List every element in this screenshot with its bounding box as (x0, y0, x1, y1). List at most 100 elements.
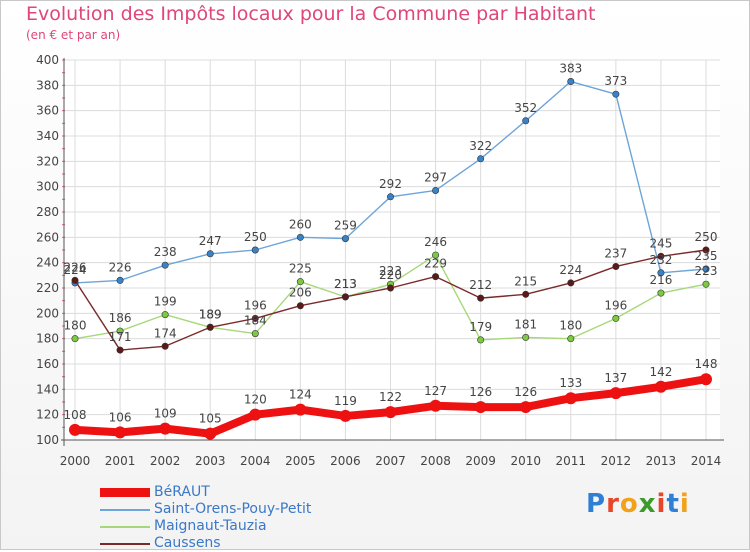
data-point (657, 269, 665, 277)
data-point (564, 392, 577, 405)
data-point (206, 250, 214, 258)
data-label: 223 (695, 264, 718, 278)
data-label: 224 (559, 263, 582, 277)
plot-area (64, 60, 720, 440)
data-label: 189 (199, 307, 222, 321)
data-label: 383 (559, 62, 582, 76)
y-tick-label: 300 (36, 180, 59, 194)
data-label: 180 (64, 319, 87, 333)
data-point (429, 399, 442, 412)
data-label: 133 (559, 376, 582, 390)
chart-subtitle: (en € et par an) (26, 28, 121, 42)
x-tick-label: 2004 (240, 454, 271, 468)
chart-legend: BéRAUT Saint-Orens-Pouy-Petit Maignaut-Tau… (100, 484, 311, 552)
y-tick-label: 140 (36, 382, 59, 396)
data-point (384, 406, 397, 419)
y-tick-label: 280 (36, 205, 59, 219)
data-point (69, 423, 81, 436)
data-point (700, 373, 712, 386)
data-point (432, 273, 440, 281)
legend-label: Saint-Orens-Pouy-Petit (154, 501, 312, 517)
legend-swatch (100, 508, 150, 511)
legend-item: Maignaut-Tauzia (100, 518, 311, 535)
x-tick-label: 2008 (420, 454, 451, 468)
data-label: 108 (64, 408, 87, 422)
legend-swatch (100, 542, 150, 545)
data-label: 126 (514, 385, 537, 399)
legend-swatch (100, 525, 150, 528)
data-point (161, 261, 169, 269)
data-point (296, 278, 304, 286)
data-point (341, 235, 349, 243)
data-point (71, 335, 79, 343)
data-label: 226 (64, 260, 87, 274)
logo-letter: P (586, 489, 607, 519)
data-label: 246 (424, 235, 447, 249)
data-point (477, 155, 485, 163)
x-tick-label: 2007 (375, 454, 406, 468)
x-tick-label: 2000 (60, 454, 91, 468)
data-point (474, 401, 487, 414)
data-point (161, 342, 169, 350)
x-tick-label: 2006 (330, 454, 361, 468)
data-point (296, 302, 304, 310)
data-point (567, 335, 575, 343)
y-tick-label: 200 (36, 306, 59, 320)
data-point (522, 333, 530, 341)
data-point (251, 314, 259, 322)
data-label: 213 (334, 277, 357, 291)
data-label: 213 (334, 277, 357, 291)
data-point (567, 279, 575, 287)
data-label: 120 (244, 393, 267, 407)
data-point (612, 90, 620, 98)
data-label: 142 (649, 365, 672, 379)
data-label: 127 (424, 384, 447, 398)
logo-letter: o (619, 489, 639, 519)
x-tick-label: 2003 (195, 454, 226, 468)
x-tick-label: 2014 (691, 454, 722, 468)
x-tick-label: 2013 (646, 454, 677, 468)
data-point (432, 251, 440, 259)
data-label: 137 (604, 371, 627, 385)
x-tick-label: 2009 (465, 454, 496, 468)
x-tick-label: 2011 (556, 454, 587, 468)
data-point (519, 401, 532, 414)
data-point (702, 280, 710, 288)
data-point (609, 387, 622, 400)
data-point (522, 290, 530, 298)
data-point (251, 330, 259, 338)
legend-label: Caussens (154, 535, 221, 551)
data-point (206, 323, 214, 331)
data-label: 237 (604, 246, 627, 260)
y-tick-label: 380 (36, 78, 59, 92)
data-label: 106 (109, 410, 132, 424)
data-point (522, 117, 530, 125)
data-point (294, 403, 307, 416)
data-point (71, 276, 79, 284)
x-tick-label: 2001 (105, 454, 136, 468)
data-point (159, 422, 172, 435)
data-label: 238 (154, 245, 177, 259)
data-label: 184 (244, 314, 267, 328)
x-tick-label: 2002 (150, 454, 181, 468)
chart-title: Evolution des Impôts locaux pour la Comm… (26, 3, 596, 25)
data-label: 122 (379, 390, 402, 404)
data-point (657, 289, 665, 297)
data-label: 179 (469, 320, 492, 334)
logo-letter: i (679, 489, 690, 519)
data-point (249, 408, 262, 421)
data-label: 181 (514, 317, 537, 331)
data-label: 232 (649, 253, 672, 267)
logo-letter: i (656, 489, 667, 519)
data-label: 250 (695, 230, 718, 244)
data-label: 119 (334, 394, 357, 408)
legend-item: BéRAUT (100, 484, 311, 501)
data-point (612, 314, 620, 322)
data-label: 223 (379, 264, 402, 278)
legend-item: Caussens (100, 535, 311, 552)
data-label: 245 (649, 236, 672, 250)
data-label: 260 (289, 217, 312, 231)
data-label: 109 (154, 407, 177, 421)
proxiti-logo: Proxiti (586, 489, 690, 519)
